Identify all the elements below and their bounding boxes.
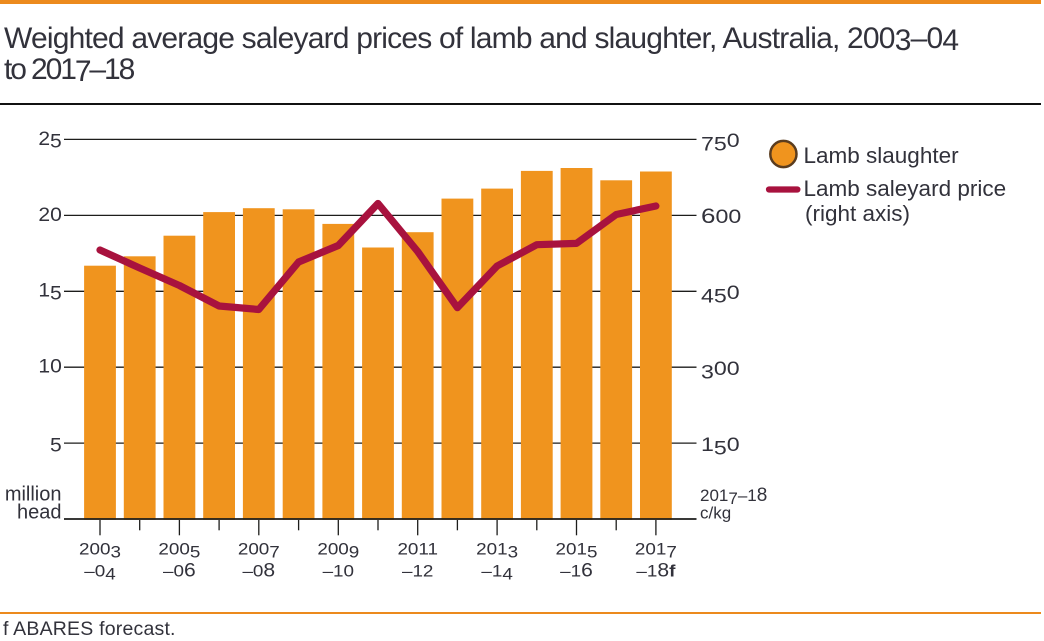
svg-text:–16: –16 (560, 560, 593, 581)
svg-text:10: 10 (38, 357, 61, 378)
svg-text:450: 450 (701, 283, 740, 307)
svg-text:–04: –04 (84, 561, 115, 582)
svg-text:–06: –06 (163, 560, 196, 581)
svg-text:Lamb slaughter: Lamb slaughter (804, 143, 960, 168)
svg-text:150: 150 (701, 435, 740, 459)
svg-text:300: 300 (701, 359, 740, 383)
svg-text:2009: 2009 (317, 539, 359, 560)
svg-text:2017: 2017 (635, 539, 677, 560)
svg-text:–10: –10 (323, 561, 354, 580)
svg-text:2013: 2013 (476, 539, 518, 560)
svg-text:25: 25 (38, 129, 61, 153)
svg-text:million: million (5, 484, 62, 506)
svg-text:head: head (17, 501, 62, 523)
svg-text:–18f: –18f (636, 560, 676, 581)
svg-text:(right axis): (right axis) (805, 201, 910, 226)
svg-text:20: 20 (38, 205, 61, 226)
svg-text:750: 750 (701, 131, 740, 155)
svg-text:–12: –12 (402, 561, 433, 580)
svg-text:–14: –14 (481, 561, 512, 582)
svg-text:600: 600 (701, 204, 741, 228)
svg-text:2003: 2003 (79, 539, 121, 560)
svg-text:15: 15 (38, 281, 61, 305)
svg-text:2015: 2015 (556, 539, 598, 560)
svg-text:2011: 2011 (397, 539, 438, 558)
svg-text:2005: 2005 (158, 539, 200, 560)
svg-text:5: 5 (50, 436, 62, 457)
svg-text:Lamb saleyard price: Lamb saleyard price (804, 176, 1007, 201)
svg-text:c/kg: c/kg (700, 503, 731, 522)
svg-text:2007: 2007 (238, 539, 280, 560)
svg-text:2017–18: 2017–18 (700, 485, 767, 508)
svg-text:–08: –08 (242, 560, 275, 581)
